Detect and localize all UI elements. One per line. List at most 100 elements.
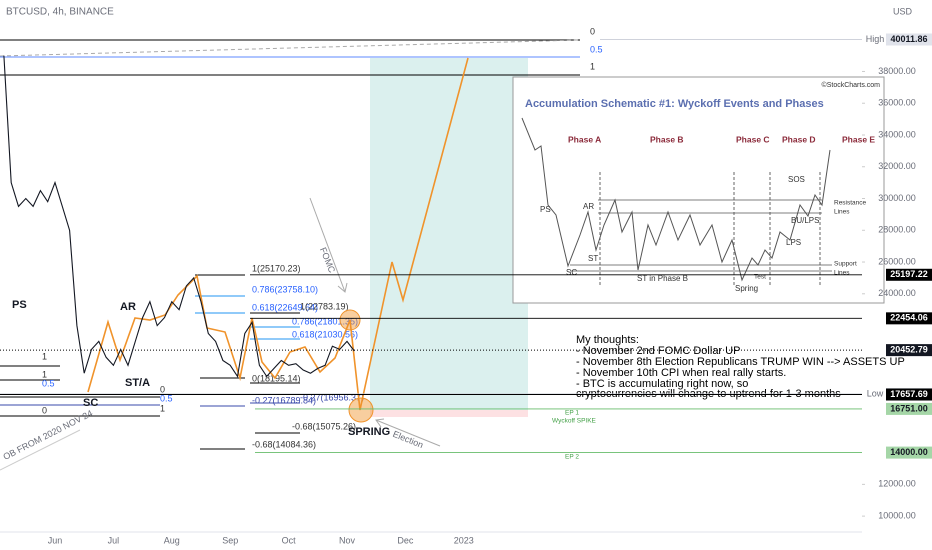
low-tag: Low bbox=[867, 388, 884, 398]
arrow bbox=[0, 429, 81, 471]
fib-label: 1 bbox=[160, 403, 165, 413]
fib-label: 0 bbox=[160, 384, 165, 394]
phase: Phase A bbox=[568, 134, 601, 144]
price-badge bbox=[886, 388, 932, 401]
price-badge bbox=[886, 446, 932, 459]
fib-label: 0.786(23758.10) bbox=[252, 284, 318, 294]
symbol: BTCUSD, 4h, BINANCE bbox=[6, 7, 114, 18]
y-tick-label: 30000.00 bbox=[878, 193, 916, 203]
schematic-note: Resistance bbox=[834, 200, 867, 207]
highlight bbox=[348, 397, 374, 423]
fib-label: -0.27(16956.37) bbox=[300, 392, 364, 402]
x-tick-label: Sep bbox=[222, 535, 238, 545]
schematic-event: LPS bbox=[786, 238, 801, 247]
thoughts-line: - November 2nd FOMC Dollar UP bbox=[576, 345, 740, 357]
price-badge-label: 22454.06 bbox=[890, 313, 928, 323]
price-badge bbox=[886, 344, 932, 357]
fib-label: 0.618(21030.56) bbox=[292, 329, 358, 339]
stop-zone bbox=[370, 410, 528, 417]
schematic-event: SOS bbox=[788, 175, 805, 184]
price-badge bbox=[886, 268, 932, 281]
projection bbox=[349, 57, 469, 411]
schematic-event: Test bbox=[754, 274, 766, 281]
schematic-note: Support bbox=[834, 261, 857, 268]
high-tag: High bbox=[866, 34, 885, 44]
fib-label: 1 bbox=[42, 369, 47, 379]
event-label: SPRING bbox=[348, 426, 390, 438]
arrow-head bbox=[337, 282, 348, 293]
fib-label: -0.68(15075.26) bbox=[292, 421, 356, 431]
price-badge-label: 14000.00 bbox=[890, 447, 928, 457]
thoughts-line: - November 8th Election Republicans TRUM… bbox=[576, 356, 905, 368]
schematic-event: Spring bbox=[735, 284, 758, 293]
x-tick-label: Dec bbox=[397, 535, 414, 545]
fib-label: 0(18195.14) bbox=[252, 373, 301, 383]
event-label: AR bbox=[120, 301, 136, 313]
thoughts-line: My thoughts: bbox=[576, 334, 639, 346]
thoughts-line: - November 10th CPI when real rally star… bbox=[576, 367, 786, 379]
inset-credit: ©StockCharts.com bbox=[822, 81, 881, 89]
fib-label: 1 bbox=[590, 61, 595, 71]
event-label: SC bbox=[83, 397, 98, 409]
arrow bbox=[309, 197, 346, 293]
fib-label: 0.5 bbox=[590, 44, 603, 54]
schematic-event: ST bbox=[588, 254, 598, 263]
y-tick-label: 32000.00 bbox=[878, 161, 916, 171]
event-label: ST/A bbox=[125, 377, 150, 389]
schematic-levels bbox=[570, 199, 832, 272]
y-tick-label: 34000.00 bbox=[878, 129, 916, 139]
x-tick-label: 2023 bbox=[454, 535, 474, 545]
level-note: Wyckoff SPIKE bbox=[552, 418, 597, 425]
y-tick-label: 28000.00 bbox=[878, 225, 916, 235]
schematic-event: SC bbox=[566, 268, 577, 277]
fib-label: 1(25170.23) bbox=[252, 263, 301, 273]
schematic-path bbox=[521, 117, 831, 282]
price-badge-label: 25197.22 bbox=[890, 269, 928, 279]
schematic-event: AR bbox=[583, 202, 594, 211]
schematic-event: BU/LPS bbox=[791, 216, 819, 225]
arrow-head bbox=[375, 418, 385, 428]
schematic-note: Lines bbox=[834, 270, 850, 277]
price-badge-label: 40011.86 bbox=[890, 34, 927, 44]
highlight bbox=[339, 309, 361, 331]
y-tick-label: 36000.00 bbox=[878, 98, 916, 108]
x-tick-label: Jun bbox=[48, 535, 63, 545]
phase: Phase E bbox=[842, 134, 875, 144]
fib-label: 0.618(22649.64) bbox=[252, 302, 318, 312]
x-tick-label: Aug bbox=[164, 535, 180, 545]
phase-dividers bbox=[599, 172, 821, 285]
schematic-event: PS bbox=[540, 205, 551, 214]
price-badge-label: 16751.00 bbox=[890, 403, 928, 413]
y-tick-label: 10000.00 bbox=[878, 510, 916, 520]
wave-drawing bbox=[87, 274, 351, 393]
y-tick-label: 26000.00 bbox=[878, 256, 916, 266]
currency: USD bbox=[893, 6, 913, 16]
price-badge-label: 20452.79 bbox=[890, 344, 928, 354]
fib-label: 1 bbox=[42, 351, 47, 361]
schematic-event: ST in Phase B bbox=[637, 274, 688, 283]
y-tick-label: 38000.00 bbox=[878, 66, 916, 76]
fib-label: -0.27(16789.84) bbox=[252, 395, 316, 405]
x-tick-label: Oct bbox=[282, 535, 297, 545]
schematic-note: Lines bbox=[834, 209, 850, 216]
fib-label: 0.786(21801.35) bbox=[292, 316, 358, 326]
fib-label: -0.68(14084.36) bbox=[252, 439, 316, 449]
fib-label: 0 bbox=[42, 405, 47, 415]
event-label: PS bbox=[12, 299, 27, 311]
fib-set bbox=[0, 274, 300, 450]
phase: Phase B bbox=[650, 134, 684, 144]
y-tick-label: 12000.00 bbox=[878, 479, 916, 489]
thoughts-line: - BTC is accumulating right now, so bbox=[576, 378, 748, 390]
price-badge bbox=[886, 402, 932, 415]
level-note: EP 2 bbox=[565, 454, 579, 461]
trend-line bbox=[0, 39, 581, 57]
phase: Phase D bbox=[782, 134, 816, 144]
price-badge bbox=[886, 312, 932, 325]
fib-label: 0.5 bbox=[160, 393, 173, 403]
price-line bbox=[3, 55, 355, 378]
x-tick-label: Nov bbox=[339, 535, 356, 545]
level-note: EP 1 bbox=[565, 410, 579, 417]
phase: Phase C bbox=[736, 134, 770, 144]
x-tick-label: Jul bbox=[108, 535, 120, 545]
